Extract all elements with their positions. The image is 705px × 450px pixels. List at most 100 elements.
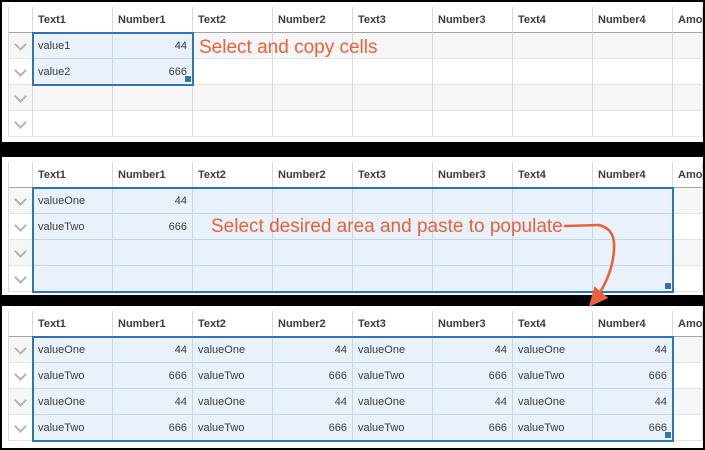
cell[interactable]: value1 — [33, 33, 113, 59]
cell[interactable] — [273, 59, 353, 85]
cell[interactable] — [673, 389, 703, 415]
cell[interactable] — [513, 59, 593, 85]
column-header-text4[interactable]: Text4 — [513, 7, 593, 33]
cell[interactable] — [673, 33, 703, 59]
column-header-number4[interactable]: Number4 — [593, 311, 673, 337]
column-header-number3[interactable]: Number3 — [433, 162, 513, 188]
cell[interactable] — [593, 111, 673, 137]
cell[interactable]: 666 — [113, 363, 193, 389]
cell[interactable]: valueOne — [33, 188, 113, 214]
row-handle[interactable] — [8, 214, 33, 240]
cell[interactable]: 44 — [593, 337, 673, 363]
cell[interactable] — [593, 59, 673, 85]
cell[interactable]: valueOne — [353, 389, 433, 415]
column-header-text1[interactable]: Text1 — [33, 311, 113, 337]
cell[interactable]: 666 — [433, 415, 513, 441]
column-header-text2[interactable]: Text2 — [193, 311, 273, 337]
cell[interactable]: valueTwo — [33, 363, 113, 389]
cell[interactable] — [513, 266, 593, 292]
cell[interactable] — [433, 214, 513, 240]
cell[interactable]: valueOne — [193, 389, 273, 415]
row-handle[interactable] — [8, 337, 33, 363]
cell[interactable] — [593, 240, 673, 266]
cell[interactable] — [353, 111, 433, 137]
cell[interactable] — [673, 266, 703, 292]
cell[interactable] — [433, 59, 513, 85]
cell[interactable] — [193, 111, 273, 137]
fill-handle[interactable] — [184, 75, 192, 83]
column-header-number2[interactable]: Number2 — [273, 7, 353, 33]
cell[interactable] — [353, 59, 433, 85]
cell[interactable] — [273, 111, 353, 137]
cell[interactable] — [353, 33, 433, 59]
column-header-amount[interactable]: Amount — [673, 7, 703, 33]
cell[interactable] — [353, 266, 433, 292]
cell[interactable] — [353, 214, 433, 240]
column-header-number4[interactable]: Number4 — [593, 162, 673, 188]
column-header-text4[interactable]: Text4 — [513, 311, 593, 337]
column-header-number2[interactable]: Number2 — [273, 311, 353, 337]
cell[interactable] — [273, 33, 353, 59]
cell[interactable] — [193, 240, 273, 266]
row-handle[interactable] — [8, 415, 33, 441]
cell[interactable]: 666 — [113, 415, 193, 441]
cell[interactable] — [273, 85, 353, 111]
cell[interactable] — [193, 59, 273, 85]
cell[interactable]: valueTwo — [193, 415, 273, 441]
cell[interactable]: 44 — [113, 337, 193, 363]
column-header-number1[interactable]: Number1 — [113, 311, 193, 337]
cell[interactable] — [193, 214, 273, 240]
row-handle[interactable] — [8, 85, 33, 111]
row-handle[interactable] — [8, 59, 33, 85]
cell[interactable] — [433, 85, 513, 111]
row-handle[interactable] — [8, 111, 33, 137]
cell[interactable] — [513, 33, 593, 59]
cell[interactable] — [193, 188, 273, 214]
cell[interactable] — [353, 240, 433, 266]
row-handle[interactable] — [8, 33, 33, 59]
cell[interactable]: 44 — [113, 188, 193, 214]
cell[interactable] — [113, 85, 193, 111]
cell[interactable]: 666 — [593, 415, 673, 441]
cell[interactable]: 44 — [273, 389, 353, 415]
cell[interactable] — [433, 266, 513, 292]
column-header-amount[interactable]: Amount — [673, 162, 703, 188]
cell[interactable] — [673, 85, 703, 111]
cell[interactable]: valueOne — [513, 337, 593, 363]
cell[interactable]: valueTwo — [513, 363, 593, 389]
cell[interactable]: valueTwo — [193, 363, 273, 389]
cell[interactable] — [513, 240, 593, 266]
cell[interactable]: 44 — [593, 389, 673, 415]
cell[interactable] — [673, 240, 703, 266]
fill-handle[interactable] — [664, 431, 672, 439]
cell[interactable]: valueTwo — [33, 415, 113, 441]
cell[interactable] — [33, 266, 113, 292]
cell[interactable] — [433, 33, 513, 59]
column-header-text3[interactable]: Text3 — [353, 162, 433, 188]
cell[interactable] — [33, 111, 113, 137]
cell[interactable] — [33, 240, 113, 266]
column-header-number1[interactable]: Number1 — [113, 162, 193, 188]
cell[interactable] — [673, 188, 703, 214]
cell[interactable] — [673, 214, 703, 240]
cell[interactable] — [433, 111, 513, 137]
row-handle-header[interactable] — [8, 7, 33, 33]
column-header-number3[interactable]: Number3 — [433, 7, 513, 33]
cell[interactable] — [273, 266, 353, 292]
column-header-amount[interactable]: Amount — [673, 311, 703, 337]
cell[interactable]: valueOne — [353, 337, 433, 363]
column-header-number3[interactable]: Number3 — [433, 311, 513, 337]
cell[interactable]: valueTwo — [513, 415, 593, 441]
row-handle[interactable] — [8, 389, 33, 415]
cell[interactable] — [113, 111, 193, 137]
column-header-text2[interactable]: Text2 — [193, 7, 273, 33]
cell[interactable]: value2 — [33, 59, 113, 85]
cell[interactable] — [193, 266, 273, 292]
cell[interactable] — [113, 266, 193, 292]
cell[interactable]: 666 — [113, 214, 193, 240]
column-header-number1[interactable]: Number1 — [113, 7, 193, 33]
cell[interactable] — [673, 111, 703, 137]
column-header-number2[interactable]: Number2 — [273, 162, 353, 188]
row-handle[interactable] — [8, 240, 33, 266]
cell[interactable] — [593, 214, 673, 240]
